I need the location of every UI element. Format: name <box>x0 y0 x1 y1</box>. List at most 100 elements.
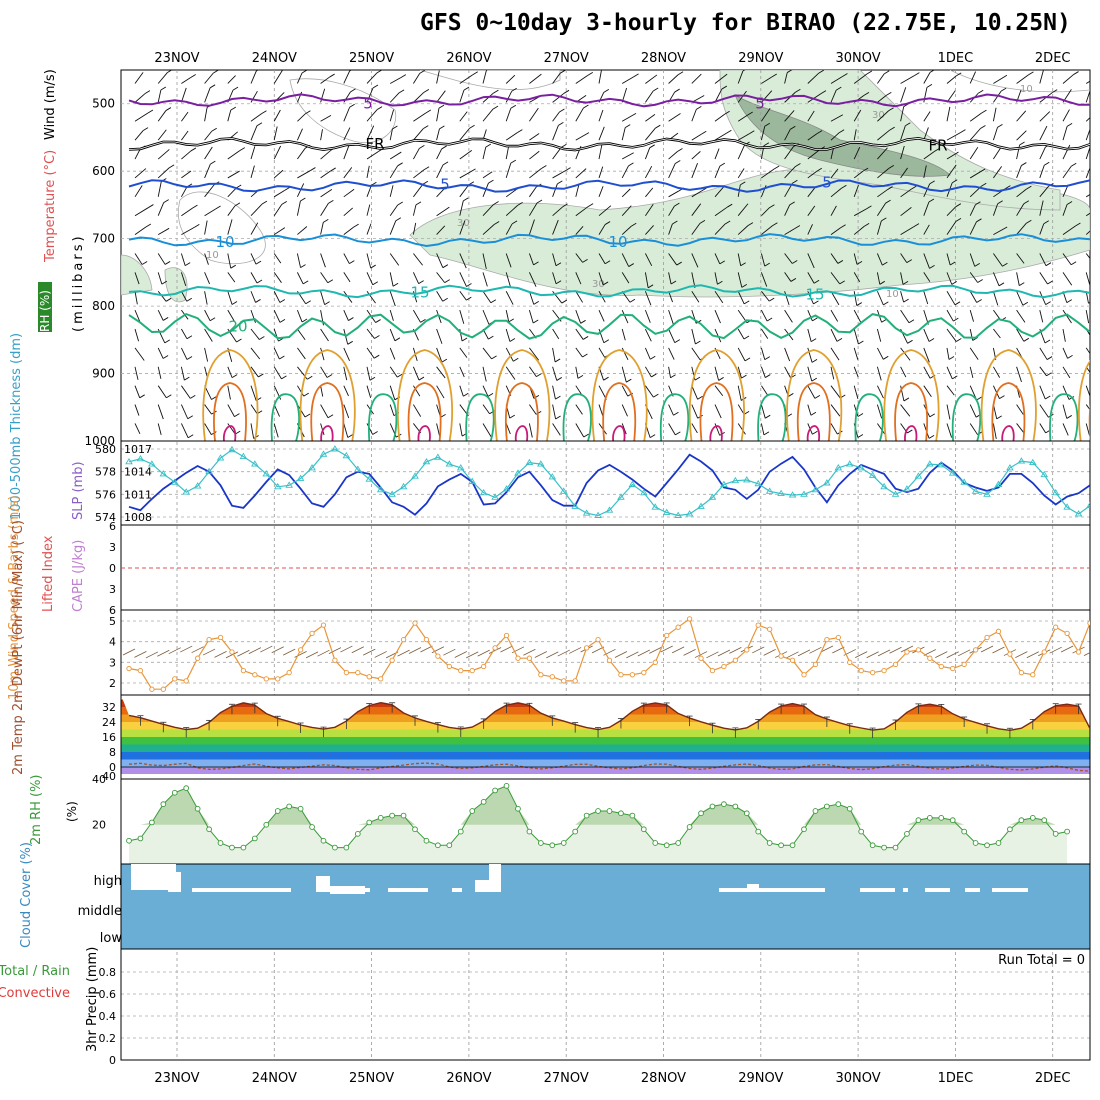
rh2m-point <box>389 812 395 819</box>
wind-barb-feather <box>536 199 543 204</box>
wind-barb <box>830 347 840 361</box>
wind-barb <box>389 310 394 321</box>
wind-barb <box>227 110 232 122</box>
wind-barb <box>992 423 997 440</box>
wind10-barb <box>889 646 902 654</box>
isotherm-warm-cell <box>980 349 1037 441</box>
top-date-label: 27NOV <box>544 51 589 66</box>
wind-barb <box>830 272 841 285</box>
wind10-point <box>309 630 315 637</box>
wind-barb <box>273 291 281 303</box>
temp2m-label: 2m Temp 2m DewPt (6hr Min/Max) (°C) <box>11 520 26 775</box>
wind-barb <box>505 272 511 287</box>
wind-barb <box>552 183 558 197</box>
wind-barb <box>250 146 256 160</box>
wind-barb <box>737 225 749 235</box>
wind-barb <box>598 272 604 286</box>
wind-barb-feather <box>763 431 770 436</box>
wind-barb <box>784 309 793 323</box>
wind-barb-feather <box>719 260 726 265</box>
wind10-point <box>423 636 430 643</box>
wind-barb-feather <box>960 129 966 133</box>
wind-barb <box>1085 80 1090 84</box>
wind-barb <box>1085 347 1090 355</box>
rh2m-point <box>183 785 190 791</box>
wind-barb-feather <box>1094 413 1099 416</box>
wind-barb <box>1062 109 1070 122</box>
wind-barb <box>528 253 534 266</box>
wind-barb-feather <box>184 376 190 381</box>
wind-barb <box>1016 188 1027 198</box>
wind-barb <box>853 147 861 160</box>
wind10-barb <box>202 648 216 656</box>
wind10-barb <box>511 646 525 654</box>
wind10-point <box>1018 670 1025 676</box>
rh2m-point <box>149 819 155 826</box>
wind-barb-feather <box>724 110 730 115</box>
wind-barb-feather <box>726 129 732 134</box>
wind-barb <box>1085 366 1090 374</box>
slp-point <box>148 460 156 467</box>
wind-barb <box>737 70 744 84</box>
wind-barb <box>830 328 838 342</box>
wind-barb-feather <box>929 180 935 185</box>
wind10-barb <box>957 649 971 657</box>
wind10-point <box>1041 649 1047 655</box>
wind-barb-feather <box>472 71 478 76</box>
wind-barb <box>876 366 882 381</box>
wind-barb <box>946 221 957 235</box>
wind-barb <box>737 404 745 415</box>
wind-barb-feather <box>907 429 913 434</box>
wind-barb <box>529 133 540 141</box>
wind10-point <box>446 663 452 670</box>
wind-barb-feather <box>463 86 470 91</box>
slp-point <box>788 491 797 498</box>
wind-barb <box>900 167 908 179</box>
wind-barb <box>760 423 765 436</box>
wind-barb-feather <box>329 73 335 78</box>
wind-barb <box>1062 74 1074 84</box>
slp-point <box>834 464 843 471</box>
wind-barb <box>877 73 885 84</box>
wind-barb-feather <box>653 393 659 398</box>
wind-barb <box>761 76 772 84</box>
isotherm-warm-cell <box>883 349 940 441</box>
wind-barb <box>157 89 162 103</box>
wind-barb-feather <box>488 179 494 184</box>
wind-barb <box>297 328 306 341</box>
wind-barb <box>621 112 637 122</box>
wind10-barb <box>534 651 548 658</box>
wind-barb <box>529 168 542 179</box>
wind-barb <box>181 207 193 217</box>
wind-barb-feather <box>1088 301 1090 304</box>
wind-barb <box>575 385 583 396</box>
rh2m-point <box>824 803 830 810</box>
rh2m-point <box>984 842 990 849</box>
wind-barb <box>343 404 350 419</box>
isotherm-warm-cell <box>1078 360 1090 441</box>
rh-contour <box>177 191 266 265</box>
wind-barb <box>1039 146 1046 160</box>
wind-barb <box>389 404 395 416</box>
wind-barb <box>1085 127 1090 141</box>
wind-barb <box>413 73 421 84</box>
wind10-point <box>378 676 384 682</box>
wind10-point <box>744 647 750 653</box>
wind-barb-feather <box>724 220 731 225</box>
wind-barb <box>1016 404 1024 415</box>
wind-barb <box>946 423 953 438</box>
temp-band <box>121 752 1090 760</box>
thickness-line <box>128 453 1090 516</box>
wind-barb <box>621 188 631 198</box>
wind10-point <box>984 634 990 641</box>
wind-barb <box>714 223 726 235</box>
wind-barb <box>459 423 463 437</box>
wind-barb <box>575 226 584 235</box>
wind-barb <box>761 225 773 235</box>
wind-barb <box>644 272 649 288</box>
wind-barb <box>1085 193 1090 198</box>
wind10-point <box>618 672 624 678</box>
wind-barb <box>343 309 349 321</box>
pressure-tick-label: 500 <box>92 97 115 111</box>
slp-point <box>960 478 968 485</box>
